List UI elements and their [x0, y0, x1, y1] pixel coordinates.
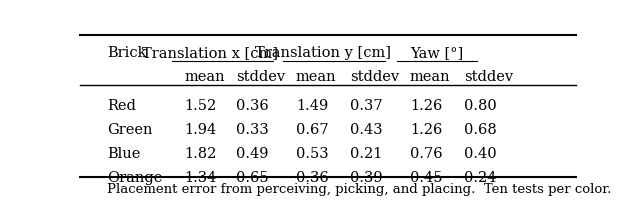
- Text: 1.49: 1.49: [296, 99, 328, 113]
- Text: Placement error from perceiving, picking, and placing.  Ten tests per color.: Placement error from perceiving, picking…: [108, 183, 612, 196]
- Text: 1.26: 1.26: [410, 123, 442, 137]
- Text: stddev: stddev: [350, 71, 399, 84]
- Text: 0.36: 0.36: [236, 99, 269, 113]
- Text: 0.21: 0.21: [350, 147, 383, 161]
- Text: 1.26: 1.26: [410, 99, 442, 113]
- Text: Red: Red: [108, 99, 136, 113]
- Text: 0.67: 0.67: [296, 123, 328, 137]
- Text: mean: mean: [296, 71, 337, 84]
- Text: 0.68: 0.68: [465, 123, 497, 137]
- Text: 0.33: 0.33: [236, 123, 269, 137]
- Text: 1.52: 1.52: [184, 99, 216, 113]
- Text: 0.36: 0.36: [296, 171, 328, 185]
- Text: Translation y [cm]: Translation y [cm]: [255, 46, 391, 60]
- Text: stddev: stddev: [465, 71, 513, 84]
- Text: 0.65: 0.65: [236, 171, 269, 185]
- Text: 0.53: 0.53: [296, 147, 328, 161]
- Text: stddev: stddev: [236, 71, 285, 84]
- Text: 1.34: 1.34: [184, 171, 216, 185]
- Text: mean: mean: [184, 71, 225, 84]
- Text: 0.43: 0.43: [350, 123, 383, 137]
- Text: 0.39: 0.39: [350, 171, 383, 185]
- Text: 0.40: 0.40: [465, 147, 497, 161]
- Text: 0.49: 0.49: [236, 147, 269, 161]
- Text: Orange: Orange: [108, 171, 163, 185]
- Text: mean: mean: [410, 71, 451, 84]
- Text: 1.94: 1.94: [184, 123, 216, 137]
- Text: 0.24: 0.24: [465, 171, 497, 185]
- Text: Yaw [°]: Yaw [°]: [410, 46, 464, 60]
- Text: 1.82: 1.82: [184, 147, 216, 161]
- Text: 0.45: 0.45: [410, 171, 442, 185]
- Text: 0.80: 0.80: [465, 99, 497, 113]
- Text: 0.76: 0.76: [410, 147, 442, 161]
- Text: Green: Green: [108, 123, 153, 137]
- Text: 0.37: 0.37: [350, 99, 383, 113]
- Text: Brick: Brick: [108, 46, 147, 60]
- Text: Blue: Blue: [108, 147, 141, 161]
- Text: Translation x [cm]: Translation x [cm]: [143, 46, 278, 60]
